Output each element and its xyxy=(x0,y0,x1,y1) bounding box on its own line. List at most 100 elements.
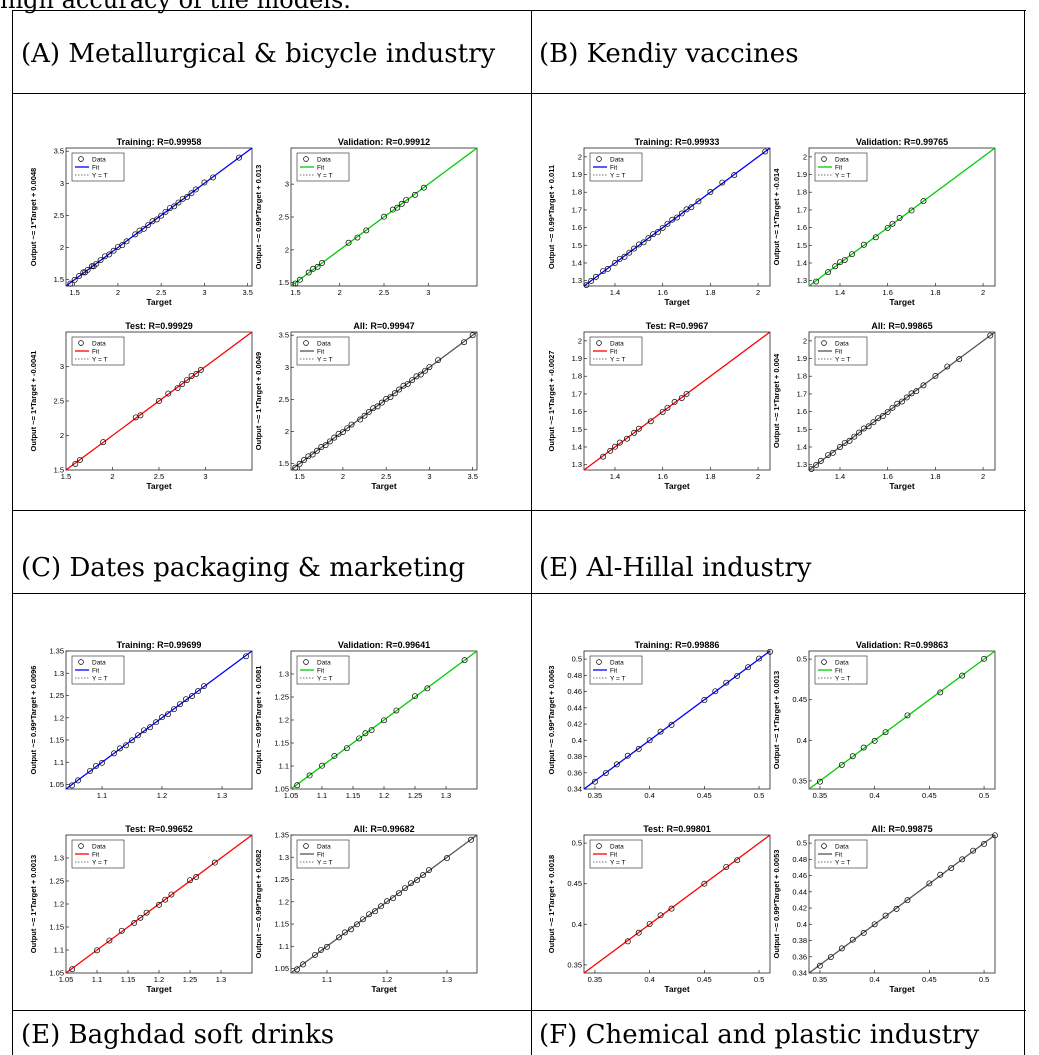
data-point xyxy=(404,380,411,387)
data-point xyxy=(664,404,671,411)
data-point xyxy=(817,457,824,464)
y-tick-label: 2 xyxy=(578,152,582,161)
data-point xyxy=(331,434,338,441)
x-axis-label: Target xyxy=(889,984,915,994)
x-tick-label: 1.1 xyxy=(322,975,332,984)
y-tick-label: 1.2 xyxy=(279,897,289,906)
data-point xyxy=(312,951,318,958)
data-point xyxy=(123,742,129,749)
table-divider xyxy=(12,93,1026,94)
data-point xyxy=(650,231,657,238)
y-tick-label: 1.3 xyxy=(797,460,807,469)
data-point xyxy=(683,390,690,397)
y-tick-label: 1.6 xyxy=(797,223,807,232)
x-tick-label: 1.6 xyxy=(657,472,667,481)
x-tick-label: 2.5 xyxy=(154,472,164,481)
data-point xyxy=(894,400,901,407)
regression-plot-training: Training: R=0.99958 1.5 2 2.5 3 3.5 1.5 2 2.5 3 3.… xyxy=(22,130,258,310)
regression-plot-svg: All: R=0.99682 1.1 1.2 1.3 1.05 1.1 1.15 1.2 1.2… xyxy=(254,824,478,994)
x-tick-label: 1.25 xyxy=(183,975,198,984)
x-tick-label: 1.1 xyxy=(97,791,107,800)
y-axis-label: Output ~= 1*Target + -0.0041 xyxy=(29,351,38,452)
y-tick-label: 1.15 xyxy=(49,736,64,745)
regression-plot-training: Training: R=0.99933 1.4 1.6 1.8 2 1.3 1.4 1.5 1.… xyxy=(540,130,776,310)
data-point xyxy=(612,443,618,450)
data-point xyxy=(153,216,160,223)
data-point xyxy=(187,877,193,884)
data-point xyxy=(607,447,614,454)
data-point xyxy=(69,782,75,789)
data-point xyxy=(135,732,141,739)
legend-data-marker xyxy=(596,843,602,849)
legend-data-marker xyxy=(596,340,602,346)
y-tick-label: 1.15 xyxy=(49,923,64,932)
y-tick-label: 1.5 xyxy=(54,275,64,284)
y-tick-label: 1.25 xyxy=(274,693,289,702)
x-tick-label: 3 xyxy=(427,472,431,481)
data-point xyxy=(143,909,150,916)
legend-data-label: Data xyxy=(835,660,849,667)
legend-fit-label: Fit xyxy=(317,349,324,356)
data-point xyxy=(745,664,752,671)
data-point xyxy=(387,394,394,400)
y-tick-label: 1.5 xyxy=(572,425,582,434)
data-point xyxy=(366,911,372,918)
x-tick-label: 1.8 xyxy=(930,288,940,297)
data-point xyxy=(837,259,843,266)
data-point xyxy=(147,724,153,731)
data-point xyxy=(141,727,147,734)
x-tick-label: 1.05 xyxy=(284,791,299,800)
legend-data-label: Data xyxy=(317,341,331,348)
data-point xyxy=(647,418,654,425)
data-point xyxy=(882,729,889,736)
x-tick-label: 1.4 xyxy=(835,288,845,297)
regression-plot-svg: Training: R=0.99933 1.4 1.6 1.8 2 1.3 1.4 1.5 1.… xyxy=(547,137,771,307)
plot-title: All: R=0.99682 xyxy=(353,824,414,834)
data-point xyxy=(193,874,200,880)
legend-fit-label: Fit xyxy=(317,165,324,172)
legend-identity-label: Y = T xyxy=(92,860,108,867)
regression-plot-svg: Training: R=0.99886 0.35 0.4 0.45 0.5 0.34 0.3… xyxy=(547,640,773,800)
data-point xyxy=(668,721,675,728)
data-point xyxy=(860,425,867,432)
data-point xyxy=(816,778,823,785)
y-tick-label: 1.5 xyxy=(797,425,807,434)
y-axis-label: Output ~= 0.99*Target + 0.0053 xyxy=(772,850,781,959)
y-tick-label: 1.9 xyxy=(572,354,582,363)
legend-data-label: Data xyxy=(317,157,331,164)
x-tick-label: 0.45 xyxy=(697,975,712,984)
y-axis-label: Output ~= 1*Target + 0.0018 xyxy=(547,855,556,953)
legend-fit-label: Fit xyxy=(610,668,617,675)
data-point xyxy=(808,466,815,473)
x-tick-label: 2 xyxy=(110,472,114,481)
fit-line xyxy=(808,331,996,471)
y-tick-label: 0.44 xyxy=(567,703,582,712)
data-point xyxy=(884,224,891,231)
y-axis-label: Output ~= 1*Target + 0.004 xyxy=(772,353,781,448)
x-tick-label: 1.3 xyxy=(216,975,226,984)
data-point xyxy=(87,767,93,774)
data-point xyxy=(624,938,631,945)
x-tick-label: 1.4 xyxy=(610,288,620,297)
legend-identity-label: Y = T xyxy=(835,860,851,867)
x-axis-label: Target xyxy=(371,481,397,491)
data-point xyxy=(93,762,99,769)
regression-plot-svg: Validation: R=0.99863 0.35 0.4 0.45 0.5 0.35 0… xyxy=(772,640,996,800)
data-point xyxy=(294,966,300,973)
data-point xyxy=(158,212,165,219)
y-tick-label: 1.8 xyxy=(797,372,807,381)
y-tick-label: 1.8 xyxy=(572,372,582,381)
section-label-a: (A) Metallurgical & bicycle industry xyxy=(21,39,496,69)
data-point xyxy=(324,943,330,950)
y-tick-label: 1.8 xyxy=(572,188,582,197)
data-point xyxy=(354,234,361,241)
y-tick-label: 0.5 xyxy=(797,839,807,848)
y-tick-label: 1.05 xyxy=(49,969,64,978)
data-point xyxy=(631,429,638,436)
y-tick-label: 0.4 xyxy=(797,736,807,745)
regression-plot-all: All: R=0.99947 1.5 2 2.5 3 3.5 1.5 2 2.5 3 3.5 Targ… xyxy=(247,314,483,494)
legend-data-label: Data xyxy=(610,660,624,667)
data-point xyxy=(920,198,927,205)
